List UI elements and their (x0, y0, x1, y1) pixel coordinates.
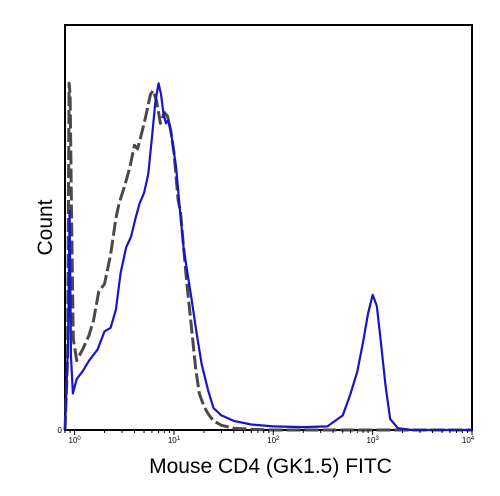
x-axis-ticks: 100 101 102 103 104 (64, 430, 475, 445)
x-axis-title: Mouse CD4 (GK1.5) FITC (149, 455, 392, 478)
stained-sample-curve (63, 82, 472, 432)
y-tick-label: 0 (58, 426, 63, 435)
y-axis-title: Count (34, 199, 57, 255)
plot-frame (64, 24, 473, 431)
isotype-control-curve (63, 81, 472, 432)
x-tick-label: 100 (69, 436, 82, 445)
x-tick-label: 101 (168, 436, 181, 445)
histogram-curves (63, 81, 472, 432)
y-axis-ticks: 0 (58, 426, 63, 435)
x-tick-label: 103 (367, 436, 380, 445)
x-tick-label: 102 (267, 436, 280, 445)
x-tick-label: 104 (462, 436, 475, 445)
